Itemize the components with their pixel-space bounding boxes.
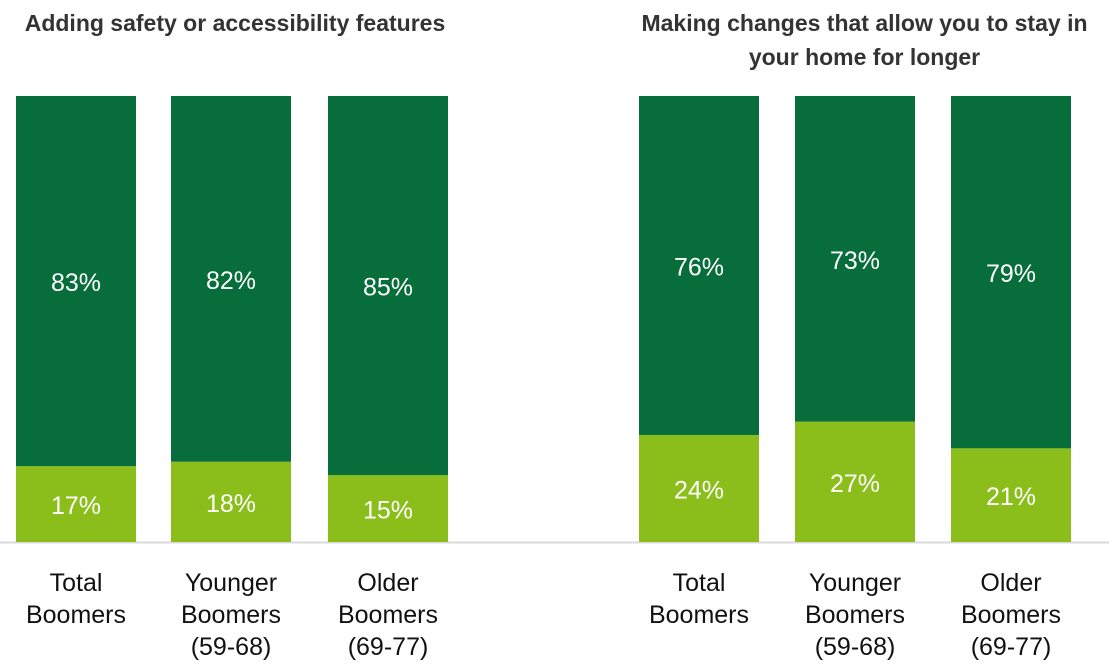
bar-right-dark-2	[951, 96, 1071, 449]
data-label-left-dark-2: 85%	[363, 274, 413, 302]
category-label-left-0-line0: Total	[50, 569, 103, 597]
category-label-left-2-line2: (69-77)	[348, 633, 429, 661]
category-label-right-2-line1: Boomers	[961, 601, 1061, 629]
data-label-right-light-1: 27%	[830, 470, 880, 498]
category-label-left-1-line1: Boomers	[181, 601, 281, 629]
category-label-right-0-line0: Total	[673, 569, 726, 597]
category-label-left-0-line1: Boomers	[26, 601, 126, 629]
bar-left-dark-2	[328, 96, 448, 476]
bar-right-light-0	[639, 434, 759, 542]
chart-title-right: Making changes that allow you to stay in…	[641, 10, 1088, 70]
category-label-left-1-line2: (59-68)	[191, 633, 272, 661]
chart-title-left: Adding safety or accessibility features	[24, 10, 446, 36]
category-label-left-2-line0: Older	[357, 569, 418, 597]
data-label-right-dark-0: 76%	[674, 253, 724, 281]
data-label-left-light-1: 18%	[206, 490, 256, 518]
bar-left-light-0	[16, 466, 136, 542]
bar-right-dark-1	[795, 96, 915, 422]
data-label-left-dark-0: 83%	[51, 269, 101, 297]
data-label-right-light-0: 24%	[674, 476, 724, 504]
data-label-right-light-2: 21%	[986, 483, 1036, 511]
category-label-right-1-line2: (59-68)	[815, 633, 896, 661]
data-label-left-light-0: 17%	[51, 492, 101, 520]
bar-left-dark-0	[16, 96, 136, 467]
bar-left-light-2	[328, 475, 448, 542]
category-label-right-0-line1: Boomers	[649, 601, 749, 629]
data-label-left-dark-1: 82%	[206, 267, 256, 295]
category-label-right-2-line2: (69-77)	[971, 633, 1052, 661]
data-label-right-dark-2: 79%	[986, 260, 1036, 288]
bar-left-light-1	[171, 461, 291, 542]
category-label-right-1-line1: Boomers	[805, 601, 905, 629]
bar-right-light-1	[795, 421, 915, 542]
category-label-left-1-line0: Younger	[185, 569, 277, 597]
data-label-right-dark-1: 73%	[830, 247, 880, 275]
bar-left-dark-1	[171, 96, 291, 462]
category-label-left-2-line1: Boomers	[338, 601, 438, 629]
category-label-right-1-line0: Younger	[809, 569, 901, 597]
bar-right-dark-0	[639, 96, 759, 435]
bar-right-light-2	[951, 448, 1071, 542]
data-label-left-light-2: 15%	[363, 497, 413, 525]
category-label-right-2-line0: Older	[980, 569, 1041, 597]
